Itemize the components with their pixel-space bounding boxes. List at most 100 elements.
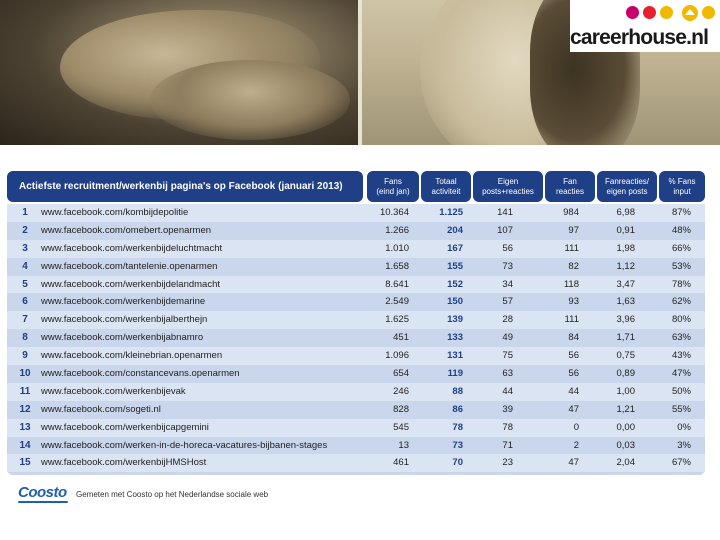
row-rank: 6 [22, 296, 28, 308]
row-fan-input-pct: 47% [671, 368, 691, 380]
row-fan-input-pct: 78% [671, 278, 691, 290]
row-url: www.facebook.com/werkenbijHMSHost [41, 457, 207, 469]
row-fan-reactions: 118 [563, 278, 579, 290]
row-url: www.facebook.com/sogeti.nl [41, 403, 161, 415]
row-fans: 10.364 [379, 207, 409, 218]
row-total-activity: 155 [447, 260, 463, 272]
row-url: www.facebook.com/werkenbijalberthejn [41, 314, 208, 326]
row-total-activity: 152 [447, 278, 463, 290]
row-total-activity: 73 [452, 439, 463, 451]
row-total-activity: 204 [447, 224, 463, 236]
row-own-posts: 141 [497, 207, 513, 218]
row-ratio: 1,98 [616, 242, 636, 254]
row-ratio: 0,91 [616, 224, 636, 236]
row-url: www.facebook.com/werkenbijdemarine [41, 296, 206, 308]
row-fans: 828 [393, 403, 409, 415]
row-fans: 8.641 [385, 278, 409, 290]
row-fans: 461 [393, 457, 409, 469]
row-fans: 2.549 [385, 296, 409, 308]
column-header-ratio: Fanreacties/eigen posts [597, 171, 657, 202]
column-header-fan-reactions: Fan reacties [545, 171, 595, 202]
row-ratio: 1,63 [616, 296, 636, 308]
row-own-posts: 28 [502, 314, 513, 326]
row-fan-input-pct: 3% [677, 439, 691, 451]
column-header-label: % Fans input [668, 176, 696, 196]
row-fan-reactions: 97 [568, 224, 579, 236]
row-fan-input-pct: 62% [671, 296, 691, 308]
row-url: www.facebook.com/constancevans.openarmen [41, 368, 240, 380]
row-ratio: 1,12 [616, 260, 636, 272]
row-fan-reactions: 84 [568, 332, 579, 344]
row-ratio: 3,96 [616, 314, 636, 326]
row-fan-reactions: 93 [568, 296, 579, 308]
row-rank: 1 [22, 207, 28, 218]
logo-dot-icon [702, 6, 715, 19]
row-fan-input-pct: 87% [671, 207, 691, 218]
table-title: Actiefste recruitment/werkenbij pagina's… [7, 171, 363, 202]
row-url: www.facebook.com/werkenbijevak [41, 385, 186, 397]
row-fan-reactions: 111 [564, 242, 579, 254]
row-own-posts: 75 [502, 350, 513, 362]
row-url: www.facebook.com/werkenbijcapgemini [41, 421, 209, 433]
row-total-activity: 119 [447, 368, 463, 380]
row-total-activity: 86 [452, 403, 463, 415]
row-rank: 13 [19, 421, 31, 433]
table-row: 13 www.facebook.com/werkenbijcapgemini 545… [7, 418, 705, 437]
column-header-label: Fans (eind jan) [376, 176, 410, 196]
logo-dot-icon [660, 6, 673, 19]
photo-divider [358, 0, 362, 145]
logo-dot-icon [643, 6, 656, 19]
row-fan-reactions: 2 [573, 439, 579, 451]
row-total-activity: 139 [447, 314, 463, 326]
row-fan-reactions: 47 [568, 457, 579, 469]
column-header-label: Fanreacties/eigen posts [604, 176, 650, 196]
row-total-activity: 167 [447, 242, 463, 254]
row-rank: 4 [22, 260, 28, 272]
row-total-activity: 131 [447, 350, 463, 362]
row-own-posts: 34 [502, 278, 513, 290]
table-row: 14 www.facebook.com/werken-in-de-horeca-v… [7, 437, 705, 455]
row-ratio: 0,00 [616, 421, 636, 433]
row-fan-input-pct: 80% [671, 314, 691, 326]
row-fan-reactions: 82 [568, 260, 579, 272]
row-rank: 11 [19, 385, 31, 397]
row-rank: 9 [22, 350, 28, 362]
row-ratio: 0,75 [616, 350, 636, 362]
row-fan-input-pct: 53% [671, 260, 691, 272]
row-rank: 12 [19, 403, 31, 415]
row-total-activity: 78 [452, 421, 463, 433]
column-header-label: Fan reacties [555, 176, 584, 196]
row-url: www.facebook.com/omebert.openarmen [41, 224, 212, 236]
row-own-posts: 73 [502, 260, 513, 272]
table-row: 3 www.facebook.com/werkenbijdeluchtmacht 1… [7, 239, 705, 258]
row-own-posts: 57 [502, 296, 513, 308]
row-fan-reactions: 47 [568, 403, 579, 415]
row-url: www.facebook.com/tantelenie.openarmen [41, 260, 218, 272]
table-row: 5 www.facebook.com/werkenbijdelandmacht 8.… [7, 275, 705, 294]
row-rank: 5 [22, 278, 28, 290]
table-row: 1 www.facebook.com/kombijdepolitie 10.364 1… [7, 204, 705, 222]
row-fan-input-pct: 50% [671, 385, 691, 397]
column-header-label: Totaal activiteit [431, 176, 461, 196]
row-fan-input-pct: 55% [671, 403, 691, 415]
row-total-activity: 70 [452, 457, 463, 469]
row-total-activity: 88 [452, 385, 463, 397]
row-url: www.facebook.com/werkenbijdeluchtmacht [41, 242, 223, 254]
row-url: www.facebook.com/werkenbijabnamro [41, 332, 204, 344]
column-header-total-activity: Totaal activiteit [421, 171, 471, 202]
row-fans: 1.625 [385, 314, 409, 326]
row-fans: 545 [393, 421, 409, 433]
facebook-pages-table: Actiefste recruitment/werkenbij pagina's… [7, 171, 705, 476]
row-rank: 8 [22, 332, 28, 344]
column-header-fans: Fans (eind jan) [367, 171, 419, 202]
footer-source-text: Gemeten met Coosto op het Nederlandse so… [76, 490, 269, 499]
row-fan-input-pct: 67% [671, 457, 691, 469]
row-own-posts: 63 [502, 368, 513, 380]
row-fans: 1.096 [385, 350, 409, 362]
table-row: 8 www.facebook.com/werkenbijabnamro 451 133… [7, 329, 705, 347]
column-header-label: Eigen posts+reacties [482, 176, 534, 196]
row-fan-reactions: 0 [573, 421, 579, 433]
row-ratio: 1,71 [616, 332, 636, 344]
row-own-posts: 49 [502, 332, 513, 344]
logo-dot-icon [626, 6, 639, 19]
